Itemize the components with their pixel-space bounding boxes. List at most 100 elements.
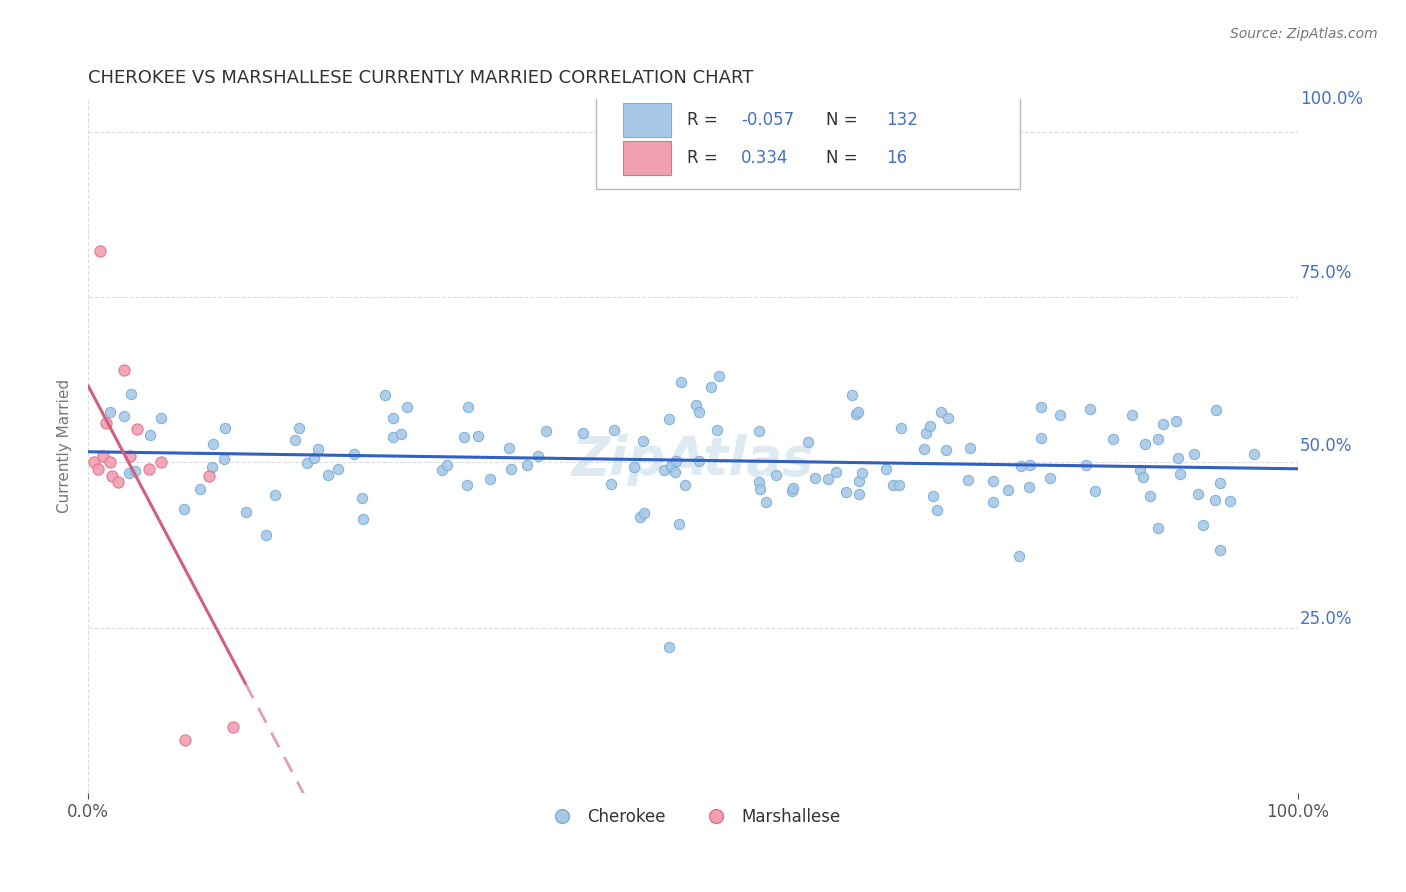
Point bbox=[98, 404, 121, 418]
Point bbox=[436, 458, 458, 473]
Text: ZipAtlas: ZipAtlas bbox=[572, 434, 814, 486]
Point bbox=[87, 462, 110, 476]
Point bbox=[83, 455, 105, 469]
Text: N =: N = bbox=[825, 149, 863, 167]
Point bbox=[997, 483, 1019, 497]
Point bbox=[664, 465, 686, 479]
Point bbox=[284, 434, 307, 448]
Point bbox=[959, 441, 981, 455]
Point bbox=[631, 434, 654, 448]
Point bbox=[295, 456, 318, 470]
Point bbox=[748, 475, 770, 490]
Point bbox=[603, 423, 626, 437]
Point bbox=[846, 405, 869, 419]
Point bbox=[96, 416, 118, 430]
Point bbox=[887, 478, 910, 492]
Point bbox=[845, 408, 868, 422]
Point bbox=[841, 387, 863, 401]
Point bbox=[882, 478, 904, 492]
Text: 132: 132 bbox=[886, 111, 918, 129]
Point bbox=[749, 482, 772, 496]
Point bbox=[765, 467, 787, 482]
Point bbox=[112, 409, 135, 423]
Point bbox=[214, 421, 236, 435]
Text: N =: N = bbox=[825, 111, 863, 129]
Point bbox=[89, 244, 111, 258]
Point bbox=[499, 462, 522, 476]
Point bbox=[803, 471, 825, 485]
Point bbox=[706, 423, 728, 437]
Point bbox=[1007, 549, 1029, 563]
Legend: Cherokee, Marshallese: Cherokee, Marshallese bbox=[538, 802, 846, 833]
Point bbox=[396, 400, 419, 414]
Text: 50.0%: 50.0% bbox=[1301, 437, 1353, 455]
Point bbox=[1219, 493, 1241, 508]
Point bbox=[1209, 542, 1232, 557]
Point bbox=[669, 375, 692, 389]
Point bbox=[263, 488, 285, 502]
Point bbox=[107, 475, 129, 490]
Point bbox=[782, 481, 804, 495]
Point bbox=[1049, 409, 1071, 423]
Point bbox=[326, 461, 349, 475]
Point bbox=[797, 435, 820, 450]
Point bbox=[654, 463, 676, 477]
Point bbox=[918, 419, 941, 434]
Point bbox=[1084, 484, 1107, 499]
Text: 25.0%: 25.0% bbox=[1301, 610, 1353, 628]
Point bbox=[98, 455, 121, 469]
Point bbox=[382, 430, 405, 444]
Point bbox=[1039, 471, 1062, 485]
Point bbox=[174, 732, 197, 747]
Point bbox=[848, 475, 870, 489]
Point bbox=[1164, 414, 1187, 428]
Point bbox=[467, 429, 489, 443]
Point bbox=[1078, 401, 1101, 416]
Point bbox=[457, 400, 479, 414]
Point bbox=[316, 468, 339, 483]
Point bbox=[202, 437, 225, 451]
Point bbox=[1204, 493, 1226, 508]
Point bbox=[957, 473, 980, 487]
Point bbox=[658, 640, 681, 655]
Point bbox=[1121, 408, 1143, 422]
Point bbox=[1135, 437, 1157, 451]
Point bbox=[1018, 480, 1040, 494]
Point bbox=[835, 485, 858, 500]
Point bbox=[1129, 463, 1152, 477]
Point bbox=[927, 503, 949, 517]
Point bbox=[1139, 489, 1161, 503]
Point bbox=[628, 510, 651, 524]
Point bbox=[1018, 458, 1040, 472]
Point bbox=[222, 720, 245, 734]
Point bbox=[190, 483, 212, 497]
Point bbox=[1147, 432, 1170, 446]
Point bbox=[352, 491, 374, 505]
Point bbox=[673, 478, 696, 492]
Point bbox=[382, 411, 405, 425]
Point bbox=[120, 449, 142, 463]
Point bbox=[352, 512, 374, 526]
Point bbox=[688, 454, 710, 468]
Point bbox=[389, 426, 412, 441]
Point bbox=[915, 425, 938, 440]
Point bbox=[1209, 475, 1232, 490]
Bar bbox=[623, 103, 671, 137]
Point bbox=[527, 449, 550, 463]
Point bbox=[688, 405, 710, 419]
Point bbox=[1187, 487, 1209, 501]
Point bbox=[302, 451, 325, 466]
Point bbox=[668, 516, 690, 531]
Point bbox=[1168, 467, 1191, 482]
Point bbox=[571, 425, 593, 440]
Text: 100.0%: 100.0% bbox=[1301, 90, 1364, 108]
Text: R =: R = bbox=[688, 111, 723, 129]
Point bbox=[91, 449, 114, 463]
Point bbox=[456, 477, 478, 491]
Point bbox=[1074, 458, 1097, 473]
Point bbox=[479, 472, 502, 486]
Point bbox=[1010, 458, 1032, 473]
Point bbox=[173, 502, 195, 516]
Point bbox=[534, 424, 557, 438]
Point bbox=[201, 459, 224, 474]
